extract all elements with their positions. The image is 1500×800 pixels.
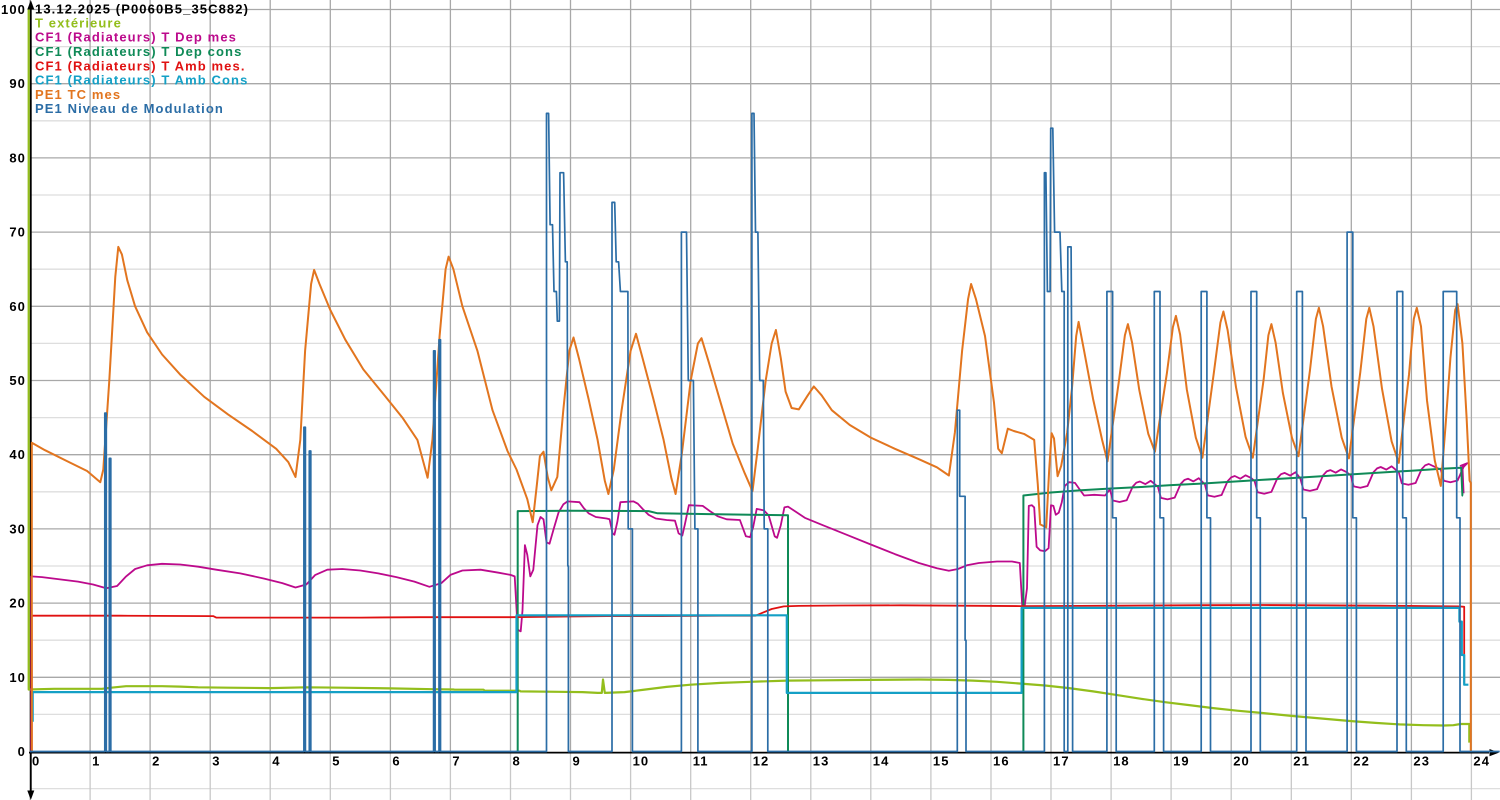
- svg-text:80: 80: [9, 150, 26, 165]
- svg-text:50: 50: [9, 373, 26, 388]
- svg-text:16: 16: [993, 754, 1010, 769]
- svg-text:7: 7: [452, 754, 460, 769]
- svg-text:CF1 (Radiateurs) T Dep mes: CF1 (Radiateurs) T Dep mes: [35, 30, 237, 45]
- svg-text:40: 40: [9, 447, 26, 462]
- svg-text:15: 15: [933, 754, 950, 769]
- svg-text:T extérieure: T extérieure: [35, 15, 122, 30]
- svg-text:1: 1: [92, 754, 100, 769]
- svg-text:CF1 (Radiateurs) T Amb Cons: CF1 (Radiateurs) T Amb Cons: [35, 73, 248, 88]
- svg-text:CF1 (Radiateurs) T Amb mes.: CF1 (Radiateurs) T Amb mes.: [35, 58, 246, 73]
- svg-text:20: 20: [9, 596, 26, 611]
- svg-text:0: 0: [32, 754, 40, 769]
- svg-text:11: 11: [693, 754, 709, 769]
- svg-text:3: 3: [212, 754, 220, 769]
- svg-text:14: 14: [873, 754, 890, 769]
- svg-text:22: 22: [1353, 754, 1370, 769]
- svg-text:21: 21: [1293, 754, 1310, 769]
- svg-text:20: 20: [1233, 754, 1250, 769]
- svg-text:5: 5: [332, 754, 340, 769]
- svg-text:8: 8: [513, 754, 521, 769]
- svg-text:60: 60: [9, 299, 26, 314]
- svg-text:CF1 (Radiateurs) T Dep cons: CF1 (Radiateurs) T Dep cons: [35, 44, 242, 59]
- svg-text:PE1 TC mes: PE1 TC mes: [35, 87, 121, 102]
- svg-text:0: 0: [18, 744, 26, 759]
- svg-text:4: 4: [272, 754, 280, 769]
- svg-text:24: 24: [1473, 754, 1490, 769]
- svg-text:2: 2: [152, 754, 160, 769]
- svg-text:13: 13: [813, 754, 830, 769]
- svg-text:10: 10: [633, 754, 650, 769]
- svg-text:19: 19: [1173, 754, 1190, 769]
- svg-text:12: 12: [753, 754, 770, 769]
- svg-text:90: 90: [9, 76, 26, 91]
- svg-text:70: 70: [9, 225, 26, 240]
- svg-text:18: 18: [1113, 754, 1130, 769]
- svg-text:100: 100: [1, 2, 26, 17]
- svg-text:30: 30: [9, 521, 26, 536]
- svg-text:9: 9: [573, 754, 581, 769]
- svg-text:10: 10: [9, 670, 26, 685]
- svg-text:PE1 Niveau de Modulation: PE1 Niveau de Modulation: [35, 101, 224, 116]
- svg-text:13.12.2025 (P0060B5_35C882): 13.12.2025 (P0060B5_35C882): [35, 2, 249, 17]
- svg-text:6: 6: [392, 754, 400, 769]
- svg-text:17: 17: [1053, 754, 1070, 769]
- svg-text:23: 23: [1413, 754, 1430, 769]
